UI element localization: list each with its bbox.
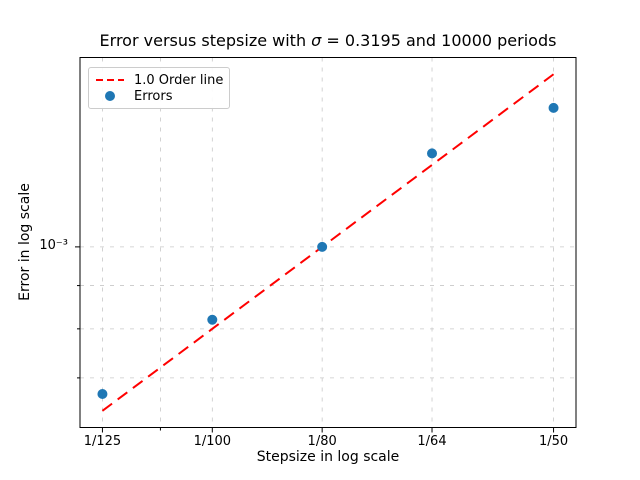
scatter-point [207, 314, 218, 325]
dot-icon [105, 91, 115, 101]
x-axis-label: Stepsize in log scale [256, 449, 400, 465]
legend-item-order-line: 1.0 Order line [96, 72, 223, 88]
x-tick-label: 1/100 [193, 434, 232, 449]
legend-label-order-line: 1.0 Order line [134, 72, 224, 88]
scatter-point [317, 241, 328, 252]
x-tick-label: 1/80 [307, 434, 337, 449]
order-line [101, 73, 555, 412]
legend-label-errors: Errors [134, 88, 173, 104]
scatter-point [427, 148, 438, 159]
x-tick-label: 1/50 [538, 434, 569, 449]
y-tick-label: 10⁻³ [39, 237, 68, 253]
title-text-suffix: = 0.3195 and 10000 periods [321, 31, 557, 50]
dashed-line-sample [96, 78, 124, 82]
legend: 1.0 Order line Errors [88, 67, 230, 109]
legend-item-errors: Errors [96, 88, 223, 104]
sigma-symbol: σ [311, 31, 322, 50]
title-text-prefix: Error versus stepsize with [99, 31, 312, 50]
scatter-point [548, 102, 559, 113]
x-tick-label: 1/125 [83, 434, 122, 449]
axes-spines [79, 57, 577, 428]
dashed-line-icon [96, 79, 124, 81]
chart-title: Error versus stepsize with σ = 0.3195 an… [0, 31, 640, 50]
x-tick-label: 1/64 [417, 434, 447, 449]
scatter-marker-sample [96, 91, 124, 101]
scatter-point [97, 388, 108, 399]
